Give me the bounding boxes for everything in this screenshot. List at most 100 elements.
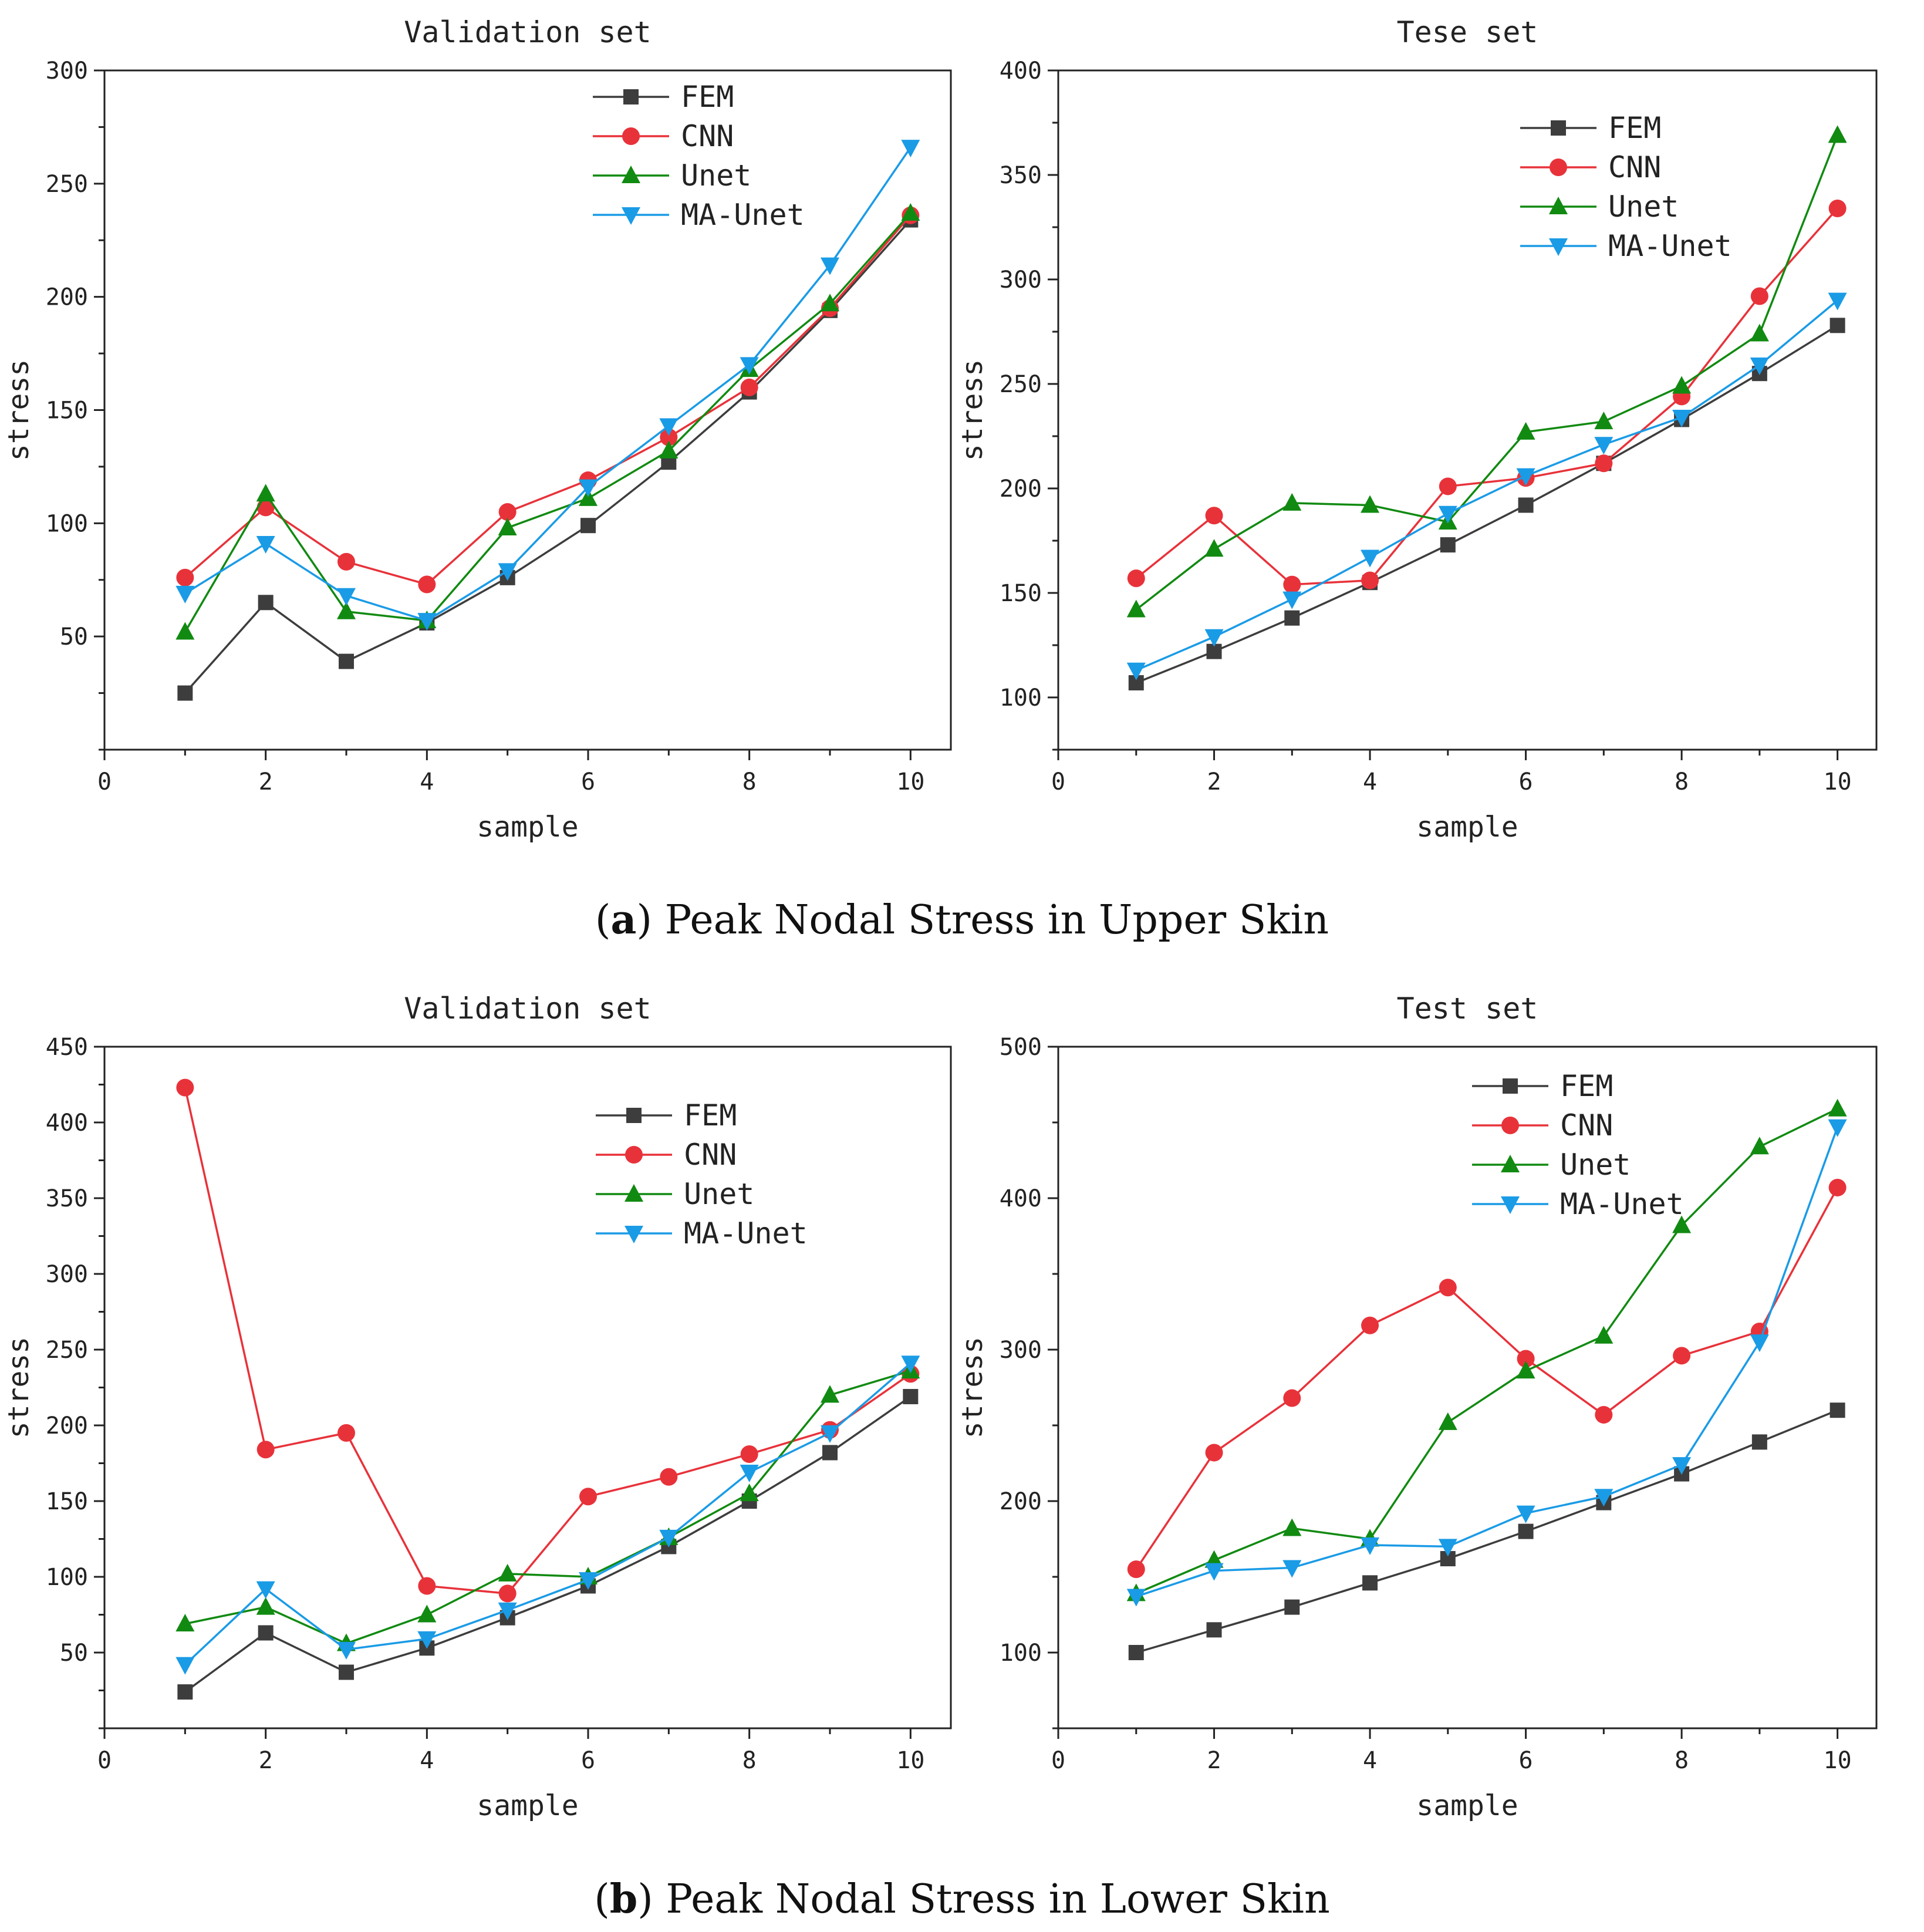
data-point bbox=[821, 294, 839, 312]
legend-item: Unet bbox=[596, 1177, 754, 1211]
x-tick-label: 10 bbox=[896, 1747, 924, 1774]
data-point bbox=[1595, 1405, 1613, 1424]
data-point bbox=[1205, 507, 1223, 525]
chart-title: Validation set bbox=[404, 992, 651, 1026]
data-point bbox=[901, 140, 920, 158]
data-point bbox=[1361, 1537, 1380, 1555]
x-tick-label: 6 bbox=[1519, 768, 1533, 795]
data-point bbox=[1284, 610, 1300, 626]
y-tick-label: 150 bbox=[1000, 580, 1042, 607]
legend-item: FEM bbox=[1520, 111, 1661, 145]
data-point bbox=[660, 428, 678, 446]
data-point bbox=[258, 595, 274, 611]
series-fem bbox=[1128, 318, 1845, 691]
data-point bbox=[417, 613, 437, 631]
y-tick-label: 50 bbox=[60, 1640, 88, 1667]
data-point bbox=[740, 1483, 759, 1502]
legend-label: FEM bbox=[1560, 1069, 1613, 1103]
data-point bbox=[1828, 1119, 1847, 1137]
y-tick-label: 300 bbox=[1000, 1337, 1042, 1364]
data-point bbox=[821, 1385, 839, 1403]
series-fem bbox=[177, 212, 919, 701]
y-tick-label: 400 bbox=[46, 1110, 88, 1137]
x-axis-label: sample bbox=[477, 1789, 578, 1822]
data-point bbox=[1594, 437, 1614, 455]
y-tick-label: 50 bbox=[60, 623, 88, 650]
data-point bbox=[1672, 1457, 1692, 1475]
data-point bbox=[1283, 575, 1301, 594]
legend: FEM CNN Unet MA-Unet bbox=[1472, 1069, 1684, 1221]
series-line bbox=[1136, 299, 1838, 672]
data-point bbox=[1438, 1539, 1457, 1557]
caption-a: (a) Peak Nodal Stress in Upper Skin bbox=[595, 896, 1329, 943]
series-ma-unet bbox=[175, 140, 920, 631]
data-point bbox=[1828, 199, 1847, 217]
data-point bbox=[1673, 1347, 1691, 1365]
series-ma-unet bbox=[1126, 292, 1847, 680]
legend-marker bbox=[1501, 1155, 1520, 1172]
data-point bbox=[1830, 318, 1845, 333]
x-tick-label: 0 bbox=[97, 1747, 112, 1774]
y-tick-label: 350 bbox=[1000, 162, 1042, 189]
data-point bbox=[498, 1602, 517, 1620]
series-unet bbox=[175, 203, 920, 640]
data-point bbox=[1517, 1350, 1535, 1368]
series-unet bbox=[175, 1361, 920, 1651]
legend-label: CNN bbox=[1608, 150, 1661, 184]
y-tick-label: 400 bbox=[1000, 1185, 1042, 1212]
legend-item: MA-Unet bbox=[1472, 1187, 1684, 1221]
data-point bbox=[821, 257, 839, 275]
chart-panel-4: Test set 0 2 4 6 8 10 100 200 300 400 500 sample stre… bbox=[956, 992, 1878, 1822]
y-axis-label: stress bbox=[2, 1337, 35, 1438]
x-tick-label: 4 bbox=[420, 768, 434, 795]
data-point bbox=[1672, 409, 1692, 427]
data-point bbox=[498, 563, 517, 581]
data-point bbox=[175, 1613, 195, 1631]
data-point bbox=[1361, 571, 1379, 589]
legend-item: MA-Unet bbox=[1520, 229, 1732, 263]
x-axis-label: sample bbox=[1416, 811, 1518, 844]
legend-marker bbox=[625, 1226, 643, 1243]
data-point bbox=[740, 357, 759, 375]
y-tick-label: 400 bbox=[1000, 58, 1042, 85]
data-point bbox=[579, 1488, 597, 1506]
data-point bbox=[740, 1464, 759, 1482]
data-point bbox=[1126, 662, 1146, 680]
y-tick-label: 250 bbox=[46, 1337, 88, 1364]
x-tick-label: 8 bbox=[742, 1747, 757, 1774]
data-point bbox=[901, 203, 920, 221]
legend-label: MA-Unet bbox=[681, 198, 805, 232]
data-point bbox=[177, 685, 193, 701]
legend-label: Unet bbox=[1560, 1148, 1631, 1182]
y-tick-label: 300 bbox=[46, 1261, 88, 1288]
chart-title: Tese set bbox=[1397, 15, 1538, 49]
data-point bbox=[176, 1078, 194, 1097]
series-line bbox=[184, 1395, 912, 1693]
y-tick-label: 200 bbox=[1000, 1488, 1042, 1515]
y-tick-label: 250 bbox=[1000, 371, 1042, 398]
series-cnn bbox=[1127, 1178, 1847, 1579]
data-point bbox=[1828, 292, 1847, 311]
x-tick-label: 4 bbox=[420, 1747, 434, 1774]
data-point bbox=[1516, 468, 1535, 486]
chart-title: Validation set bbox=[404, 15, 651, 49]
x-tick-label: 10 bbox=[896, 768, 924, 795]
data-point bbox=[1126, 599, 1146, 618]
series-line bbox=[184, 219, 912, 694]
data-point bbox=[256, 1581, 275, 1599]
data-point bbox=[339, 1664, 354, 1680]
x-axis-label: sample bbox=[1416, 1789, 1518, 1822]
x-tick-label: 6 bbox=[581, 768, 595, 795]
data-point bbox=[1516, 1505, 1535, 1523]
data-point bbox=[1750, 287, 1768, 305]
legend-label: CNN bbox=[1560, 1108, 1613, 1142]
x-tick-label: 10 bbox=[1824, 1747, 1852, 1774]
series-line bbox=[1135, 134, 1839, 611]
data-point bbox=[1594, 1326, 1614, 1344]
x-tick-label: 4 bbox=[1363, 1747, 1377, 1774]
data-point bbox=[1126, 1589, 1146, 1607]
y-axis-label: stress bbox=[2, 359, 35, 461]
legend: FEM CNN Unet MA-Unet bbox=[1520, 111, 1732, 263]
data-point bbox=[1127, 1560, 1145, 1579]
legend-label: MA-Unet bbox=[1560, 1187, 1684, 1221]
